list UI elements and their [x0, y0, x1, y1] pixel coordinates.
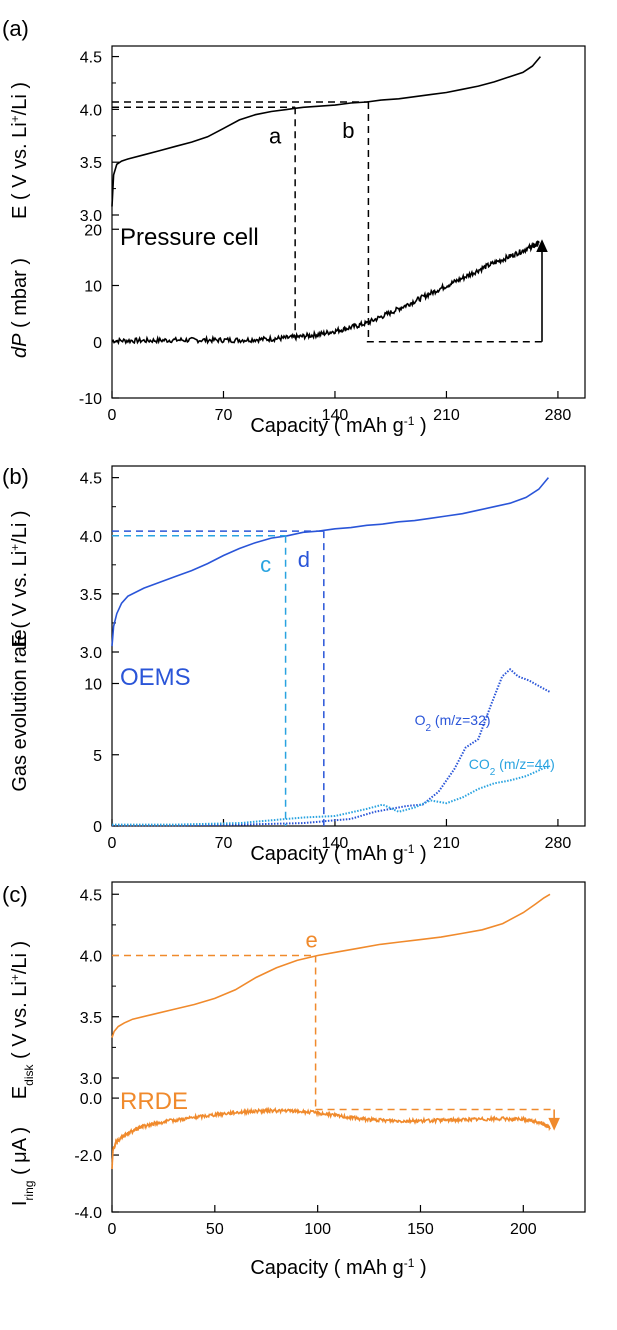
panel-label: (a): [2, 16, 29, 41]
marker-label: d: [298, 547, 310, 572]
panel-label: (c): [2, 882, 28, 907]
marker-label: b: [342, 118, 354, 143]
ytick-label-bottom: 10: [84, 677, 102, 694]
xtick-label: 0: [108, 1221, 117, 1238]
series-label-o2: O2 (m/z=32): [415, 712, 491, 734]
xtick-label: 200: [510, 1221, 537, 1238]
ytick-label-top: 4.0: [80, 102, 102, 119]
xtick-label: 150: [407, 1221, 434, 1238]
series-line-bottom-0: [111, 240, 540, 346]
marker-label: e: [305, 928, 317, 953]
ytick-label-bottom: 0.0: [80, 1091, 102, 1108]
series-label-co2: CO2 (m/z=44): [469, 756, 555, 778]
ytick-label-bottom: 5: [93, 748, 102, 765]
xtick-label: 280: [545, 407, 572, 424]
ytick-label-top: 3.0: [80, 208, 102, 225]
series-line-bottom-0: [111, 1106, 551, 1170]
marker-label: a: [269, 123, 282, 148]
marker-label: c: [260, 552, 271, 577]
panel-1: [111, 465, 586, 827]
xtick-label: 50: [206, 1221, 224, 1238]
cell-label: Pressure cell: [120, 224, 259, 251]
series-line-top-0: [111, 477, 550, 647]
cell-label: RRDE: [120, 1088, 188, 1115]
arrow-head: [536, 239, 548, 252]
y-axis-label-bottom: Gas evolution rate: [9, 629, 31, 791]
series-line-bottom-0: [112, 667, 551, 827]
ytick-label-bottom: -2.0: [74, 1148, 102, 1165]
ytick-label-top: 3.5: [80, 1010, 102, 1027]
x-axis-label: Capacity ( mAh g-1 ): [250, 1256, 426, 1279]
ytick-label-top: 3.5: [80, 587, 102, 604]
xtick-label: 210: [433, 407, 460, 424]
xtick-label: 0: [108, 835, 117, 852]
xtick-label: 140: [322, 407, 349, 424]
ytick-label-bottom: 0: [93, 335, 102, 352]
ytick-label-bottom: 0: [93, 819, 102, 836]
cell-label: OEMS: [120, 664, 191, 691]
plot-frame: [111, 45, 586, 399]
ytick-label-bottom: 10: [84, 279, 102, 296]
panel-0: [111, 45, 586, 399]
ytick-label-top: 4.5: [80, 887, 102, 904]
series-line-top-0: [111, 56, 542, 207]
panel-label: (b): [2, 464, 29, 489]
ytick-label-bottom: 20: [84, 222, 102, 239]
xtick-label: 100: [304, 1221, 331, 1238]
xtick-label: 140: [322, 835, 349, 852]
plot-frame: [111, 881, 586, 1213]
x-axis-label: Capacity ( mAh g-1 ): [250, 842, 426, 865]
ytick-label-top: 4.0: [80, 949, 102, 966]
y-axis-label-bottom: Iring ( μA ): [9, 1127, 36, 1206]
series-line-bottom-1: [112, 765, 551, 826]
ytick-label-bottom: -4.0: [74, 1205, 102, 1222]
panel-2: [111, 881, 586, 1213]
y-axis-label-top: Edisk ( V vs. Li+/Li ): [8, 941, 36, 1099]
xtick-label: 70: [215, 835, 233, 852]
xtick-label: 0: [108, 407, 117, 424]
y-axis-label-top: E ( V vs. Li+/Li ): [8, 82, 31, 219]
ytick-label-bottom: -10: [79, 391, 102, 408]
ytick-label-top: 3.0: [80, 645, 102, 662]
ytick-label-top: 4.0: [80, 529, 102, 546]
xtick-label: 210: [433, 835, 460, 852]
y-axis-label-bottom: dP ( mbar ): [9, 258, 31, 358]
ytick-label-top: 3.5: [80, 155, 102, 172]
ytick-label-top: 4.5: [80, 471, 102, 488]
ytick-label-top: 4.5: [80, 50, 102, 67]
x-axis-label: Capacity ( mAh g-1 ): [250, 414, 426, 437]
y-axis-label-top: E ( V vs. Li+/Li ): [8, 510, 31, 647]
ytick-label-top: 3.0: [80, 1071, 102, 1088]
xtick-label: 70: [215, 407, 233, 424]
arrow-head: [548, 1117, 560, 1131]
plot-frame: [111, 465, 586, 827]
series-line-top-0: [111, 893, 551, 1038]
xtick-label: 280: [545, 835, 572, 852]
